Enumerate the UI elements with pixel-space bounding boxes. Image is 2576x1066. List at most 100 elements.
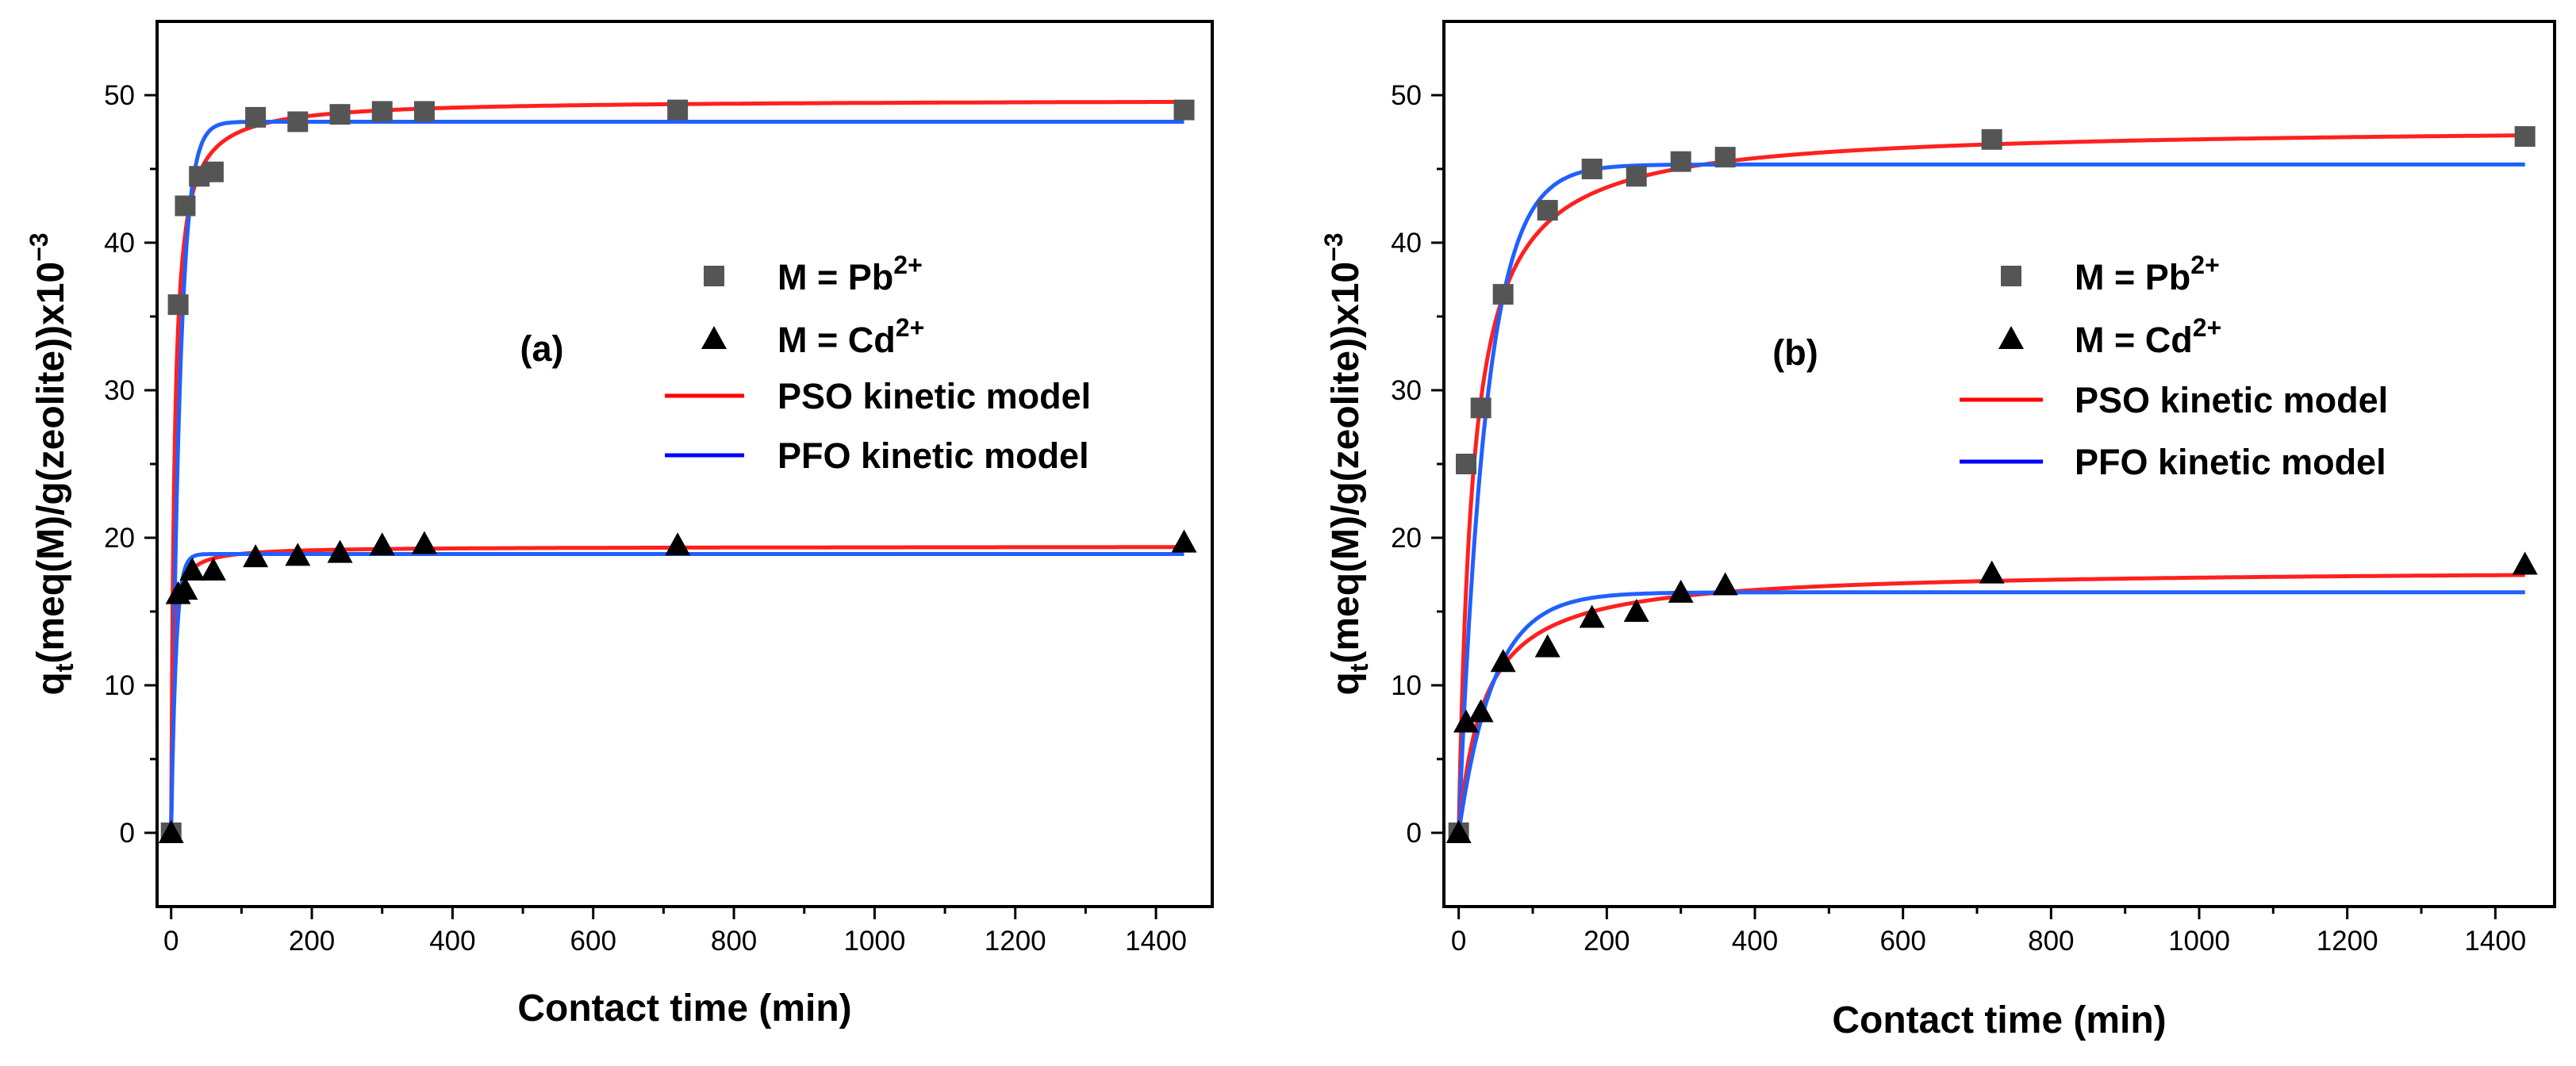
cd-point-triangle (1445, 820, 1472, 843)
pfo-curve (1457, 590, 2525, 834)
y-tick-label: 0 (1407, 818, 1422, 849)
legend-pfo-name: PFO kinetic model (2075, 442, 2386, 482)
cd-point-triangle (1171, 529, 1197, 553)
legend-pfo-label: PFO kinetic model (2075, 442, 2386, 482)
y-tick-label: 40 (1391, 228, 1422, 259)
y-axis-title-base: q (30, 672, 72, 695)
pb-point-square (1581, 159, 1603, 179)
pb-point-square (1492, 284, 1514, 305)
x-tick-label: 400 (1732, 926, 1778, 957)
legend-cd-label: M = Cd2+ (2075, 313, 2221, 360)
pb-point-square (202, 161, 224, 182)
panel-label: (b) (1772, 332, 1818, 373)
pfo-curve (1457, 162, 2525, 834)
x-tick-label: 1000 (2168, 926, 2230, 957)
cd-point-triangle (200, 557, 226, 581)
pb-point-square (167, 294, 189, 316)
pb-point-square (1470, 397, 1491, 419)
cd-point-triangle (243, 544, 269, 568)
y-axis-title-main: (meq(M)/g(zeolite))x10 (1325, 262, 1367, 664)
cd-point-triangle (665, 532, 691, 556)
legend-pb-name: M = Pb (777, 257, 893, 297)
pb-point-square (667, 99, 689, 121)
cd-point-triangle (1668, 579, 1694, 603)
pb-point-square (1173, 99, 1195, 121)
y-tick-label: 30 (1391, 375, 1422, 406)
y-axis-title-sub: t (1345, 663, 1373, 672)
pb-point-square (2514, 126, 2536, 148)
legend-cd-name: M = Cd (2075, 320, 2193, 360)
pb-point-square (413, 101, 435, 122)
x-tick-label: 600 (1879, 926, 1925, 957)
legend-pb-sup: 2+ (2190, 251, 2219, 279)
cd-point-triangle (1623, 599, 1649, 622)
y-tick-label: 20 (1391, 523, 1422, 554)
x-tick-label: 200 (1584, 926, 1630, 957)
pfo-curve (169, 552, 1184, 834)
cd-point-triangle (1453, 709, 1479, 733)
pb-point-square (1670, 151, 1691, 172)
cd-point-triangle (285, 543, 311, 566)
legend-pb-marker (2001, 266, 2021, 286)
cd-point-triangle (1579, 604, 1605, 628)
x-tick-label: 800 (2028, 926, 2074, 957)
pb-point-square (287, 111, 309, 132)
x-tick-label: 1000 (843, 926, 905, 957)
chart-panel-2: 0 200 400 600 800 1000 1200 1400 0 10 20 30 40 50 Cont… (1319, 20, 2556, 1041)
pb-point-square (245, 106, 267, 128)
y-axis-title: qt(meq(M)/g(zeolite))x10−3 (1319, 232, 1373, 695)
pb-point-square (1981, 128, 2002, 150)
cd-point-triangle (1468, 699, 1494, 723)
cd-point-triangle (158, 820, 184, 843)
x-tick-label: 200 (289, 926, 335, 957)
legend-pb-label: M = Pb2+ (777, 251, 923, 297)
x-tick-label: 400 (429, 926, 475, 957)
x-tick-label: 1400 (1125, 926, 1187, 957)
pso-curve (169, 545, 1184, 834)
y-tick-label: 50 (104, 80, 135, 111)
legend-pfo-label: PFO kinetic model (777, 435, 1089, 476)
legend-cd-marker (701, 326, 727, 349)
y-tick-label: 50 (1391, 80, 1422, 111)
cd-point-triangle (1534, 634, 1561, 658)
cd-point-triangle (369, 532, 395, 556)
legend-pb-name: M = Pb (2075, 257, 2190, 297)
legend-pso-label: PSO kinetic model (2075, 380, 2388, 420)
legend-pfo-name: PFO kinetic model (777, 435, 1089, 476)
pb-point-square (1456, 454, 1476, 474)
cd-point-triangle (1490, 649, 1516, 673)
cd-point-triangle (1979, 560, 2005, 584)
x-tick-label: 1200 (2317, 926, 2378, 957)
legend-cd-sup: 2+ (896, 313, 924, 342)
plot-frame (1442, 20, 2556, 908)
y-tick-label: 10 (1391, 670, 1422, 701)
x-tick-label: 600 (570, 926, 616, 957)
legend-pb-label: M = Pb2+ (2075, 251, 2220, 297)
pso-curve (1457, 133, 2525, 834)
x-axis-title: Contact time (min) (1832, 999, 2166, 1041)
y-tick-label: 10 (104, 670, 135, 701)
x-tick-label: 1200 (985, 926, 1046, 957)
y-axis-title-sup: −3 (25, 232, 53, 261)
legend-cd-marker (1998, 326, 2024, 349)
pb-point-square (371, 101, 393, 122)
legend-cd-label: M = Cd2+ (777, 313, 924, 360)
legend-cd-sup: 2+ (2193, 313, 2221, 342)
cd-point-triangle (411, 531, 437, 554)
y-axis-title-base: q (1325, 672, 1367, 695)
legend-pb-marker (704, 266, 724, 286)
pso-curve (1457, 573, 2525, 834)
y-tick-label: 20 (104, 523, 135, 554)
panel-label: (a) (520, 328, 564, 369)
pb-point-square (329, 104, 351, 125)
x-tick-label: 800 (711, 926, 757, 957)
y-tick-label: 0 (120, 818, 135, 849)
pb-point-square (1537, 200, 1558, 221)
y-axis-title-main: (meq(M)/g(zeolite))x10 (30, 262, 72, 664)
pfo-curve (169, 120, 1184, 834)
x-tick-label: 0 (163, 926, 179, 957)
cd-point-triangle (179, 557, 205, 581)
y-axis-title-sup: −3 (1319, 232, 1348, 261)
